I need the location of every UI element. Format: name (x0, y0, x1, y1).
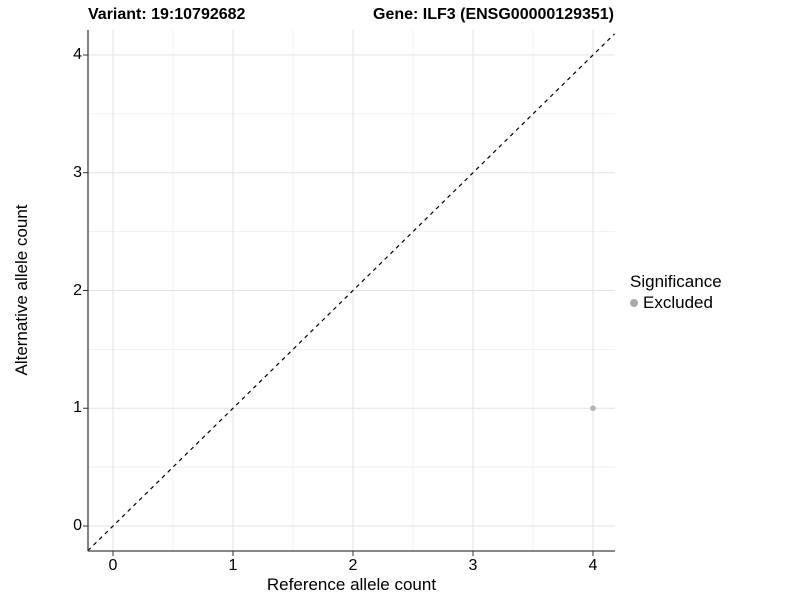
y-tick-label: 4 (73, 46, 82, 63)
x-tick-label: 0 (108, 557, 118, 574)
y-axis-tick-labels: 0 1 2 3 4 (58, 30, 82, 551)
legend-item-label: Excluded (643, 293, 713, 312)
legend-title: Significance (630, 272, 722, 291)
x-axis-tick-labels: 0 1 2 3 4 (88, 556, 615, 576)
y-tick-label: 0 (73, 517, 82, 534)
y-axis-title: Alternative allele count (12, 204, 31, 376)
x-tick-label: 3 (468, 557, 478, 574)
legend: Significance Excluded (630, 272, 722, 312)
x-tick-label: 1 (228, 557, 238, 574)
plot-title-variant: Variant: 19:10792682 (88, 6, 246, 23)
chart-area-svg (83, 30, 616, 556)
x-axis-title: Reference allele count (266, 575, 437, 594)
x-tick-label: 4 (588, 557, 598, 574)
data-point (590, 405, 596, 412)
legend-item-excluded: Excluded (630, 293, 722, 312)
y-tick-label: 1 (73, 399, 82, 417)
plot-title-gene: Gene: ILF3 (ENSG00000129351) (373, 6, 615, 23)
x-tick-label: 2 (348, 557, 358, 574)
legend-point-icon (630, 298, 638, 307)
y-tick-label: 3 (73, 163, 82, 181)
identity-reference-line (87, 33, 616, 552)
y-tick-label: 2 (73, 281, 82, 299)
